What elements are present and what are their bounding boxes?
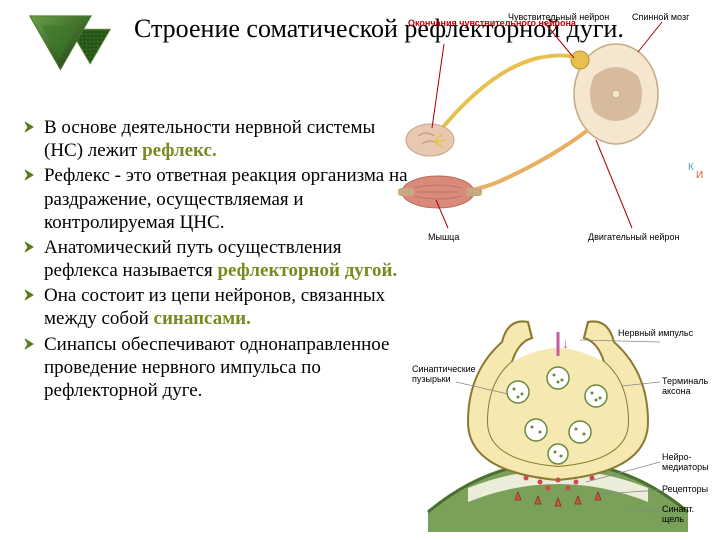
bullet-arrow-icon [22, 284, 38, 306]
bullet-arrow-icon [22, 116, 38, 138]
triangle-decoration-icon [22, 12, 118, 108]
bullet-item: В основе деятельности нервной системы (Н… [22, 116, 416, 162]
bullet-text: Синапсы обеспечивают однонаправленное пр… [44, 333, 416, 403]
svg-text:И: И [696, 170, 703, 181]
label-receptors: Рецепторы [662, 484, 708, 494]
label-sensory-neuron: Чувствительный нейрон [508, 12, 609, 22]
bullet-text-pre: Рефлекс - это ответная реакция организма… [44, 165, 408, 232]
svg-text:К: К [688, 162, 694, 173]
bullet-arrow-icon [22, 333, 38, 355]
bullet-item: Синапсы обеспечивают однонаправленное пр… [22, 333, 416, 403]
bullet-item: Она состоит из цепи нейронов, связанных … [22, 284, 416, 330]
svg-text:↓: ↓ [562, 337, 569, 352]
bullet-text: Анатомический путь осуществления рефлекс… [44, 236, 416, 282]
bullet-arrow-icon [22, 236, 38, 258]
bullet-text: В основе деятельности нервной системы (Н… [44, 116, 416, 162]
bullet-text: Рефлекс - это ответная реакция организма… [44, 164, 416, 234]
reflex-arc-diagram: Окончания чувствительного нейрона Чувств… [388, 10, 708, 250]
bullet-item: Анатомический путь осуществления рефлекс… [22, 236, 416, 282]
synapse-diagram: ↓ Синаптическиепузырьки Нервный импульс … [408, 312, 708, 532]
bullet-text-highlight: рефлекторной дугой. [217, 260, 397, 281]
bullet-arrow-icon [22, 164, 38, 186]
bullet-text-pre: Синапсы обеспечивают однонаправленное пр… [44, 334, 389, 401]
label-motor-neuron: Двигательный нейрон [588, 232, 679, 242]
label-muscle: Мышца [428, 232, 459, 242]
bullet-text: Она состоит из цепи нейронов, связанных … [44, 284, 416, 330]
bullet-text-highlight: синапсами. [154, 308, 251, 329]
bullet-list: В основе деятельности нервной системы (Н… [22, 114, 416, 528]
label-neurotrans: Нейро-медиаторы [662, 452, 708, 472]
label-spinal-cord: Спинной мозг [632, 12, 690, 22]
bullet-text-highlight: рефлекс. [142, 140, 217, 161]
figures-area: Окончания чувствительного нейрона Чувств… [424, 114, 702, 528]
label-impulse: Нервный импульс [618, 328, 694, 338]
label-vesicle: Синаптическиепузырьки [412, 364, 476, 384]
label-cleft: Синапт.щель [662, 504, 694, 524]
bullet-item: Рефлекс - это ответная реакция организма… [22, 164, 416, 234]
label-axon-end: Терминальаксона [662, 376, 708, 396]
